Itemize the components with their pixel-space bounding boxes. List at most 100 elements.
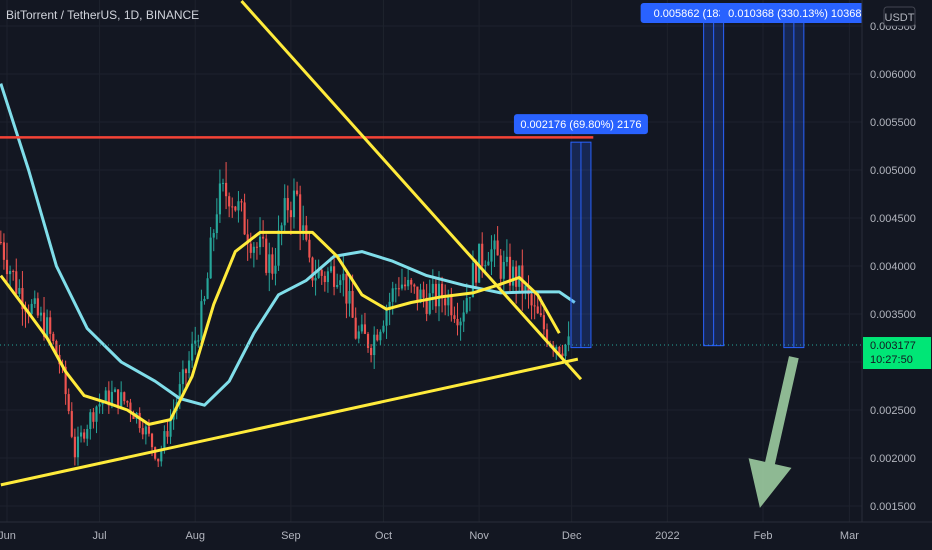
candle-body[interactable] bbox=[234, 206, 237, 211]
candle-body[interactable] bbox=[366, 333, 370, 348]
candle-body[interactable] bbox=[499, 255, 502, 279]
candle-body[interactable] bbox=[292, 190, 296, 218]
candle-body[interactable] bbox=[252, 246, 255, 253]
candle-body[interactable] bbox=[370, 347, 373, 356]
candle-body[interactable] bbox=[441, 283, 444, 299]
candle-body[interactable] bbox=[502, 261, 505, 279]
candle-body[interactable] bbox=[101, 402, 104, 405]
candle-body[interactable] bbox=[70, 411, 73, 437]
candle-body[interactable] bbox=[73, 436, 76, 458]
candle-body[interactable] bbox=[120, 392, 123, 408]
candle-body[interactable] bbox=[64, 366, 67, 395]
candle-body[interactable] bbox=[465, 298, 468, 313]
candle-body[interactable] bbox=[86, 429, 89, 439]
candle-body[interactable] bbox=[228, 196, 231, 207]
projections[interactable]: 0.002176 (69.80%) 2176 0.005862 (183. 0.01… bbox=[513, 3, 870, 349]
candle-body[interactable] bbox=[0, 242, 2, 243]
candle-body[interactable] bbox=[363, 324, 367, 334]
candle-body[interactable] bbox=[240, 201, 243, 203]
candle-body[interactable] bbox=[295, 190, 299, 195]
candle-body[interactable] bbox=[289, 210, 292, 218]
candle-body[interactable] bbox=[561, 353, 564, 357]
candle-body[interactable] bbox=[567, 336, 570, 346]
candle-body[interactable] bbox=[237, 201, 240, 211]
candle-body[interactable] bbox=[462, 312, 465, 322]
candle-body[interactable] bbox=[203, 298, 206, 302]
candle-body[interactable] bbox=[419, 289, 422, 303]
candle-body[interactable] bbox=[410, 279, 413, 285]
candle-body[interactable] bbox=[39, 312, 43, 316]
candle-body[interactable] bbox=[456, 318, 459, 326]
candle-body[interactable] bbox=[345, 273, 348, 304]
candle-body[interactable] bbox=[138, 412, 141, 429]
candle-body[interactable] bbox=[487, 261, 490, 266]
candle-body[interactable] bbox=[33, 298, 36, 304]
candle-body[interactable] bbox=[92, 412, 95, 422]
candle-body[interactable] bbox=[453, 315, 456, 319]
candle-body[interactable] bbox=[21, 288, 24, 310]
candle-body[interactable] bbox=[163, 431, 166, 450]
candle-body[interactable] bbox=[107, 390, 110, 406]
candle-body[interactable] bbox=[379, 331, 382, 341]
candle-body[interactable] bbox=[221, 182, 225, 184]
candle-body[interactable] bbox=[400, 284, 404, 289]
candle-body[interactable] bbox=[157, 458, 160, 462]
candle-body[interactable] bbox=[515, 266, 518, 287]
candle-body[interactable] bbox=[413, 284, 416, 287]
candle-body[interactable] bbox=[141, 428, 144, 435]
candle-body[interactable] bbox=[104, 390, 107, 403]
candle-body[interactable] bbox=[187, 360, 191, 374]
candle-body[interactable] bbox=[98, 404, 101, 407]
candle-body[interactable] bbox=[496, 240, 499, 256]
candle-body[interactable] bbox=[117, 389, 120, 408]
candle-body[interactable] bbox=[110, 391, 113, 406]
candle-body[interactable] bbox=[484, 265, 487, 267]
candle-body[interactable] bbox=[555, 346, 558, 350]
candle-body[interactable] bbox=[434, 283, 437, 307]
candle-body[interactable] bbox=[450, 295, 453, 316]
candle-body[interactable] bbox=[215, 214, 218, 234]
candle-body[interactable] bbox=[348, 291, 351, 304]
candle-body[interactable] bbox=[354, 317, 357, 339]
candle-body[interactable] bbox=[178, 384, 181, 403]
candle-body[interactable] bbox=[422, 289, 425, 298]
candle-body[interactable] bbox=[277, 230, 280, 266]
candle-body[interactable] bbox=[225, 182, 228, 197]
candle-body[interactable] bbox=[265, 238, 268, 273]
candle-body[interactable] bbox=[184, 369, 188, 374]
candle-body[interactable] bbox=[46, 317, 49, 337]
candle-body[interactable] bbox=[333, 266, 336, 287]
candle-body[interactable] bbox=[533, 305, 536, 307]
candle-body[interactable] bbox=[403, 284, 407, 287]
candle-body[interactable] bbox=[385, 309, 388, 326]
candle-body[interactable] bbox=[218, 183, 221, 215]
price-axis-panel[interactable] bbox=[862, 0, 932, 550]
candle-body[interactable] bbox=[323, 275, 326, 283]
candle-body[interactable] bbox=[468, 297, 471, 299]
candle-body[interactable] bbox=[126, 401, 129, 403]
candle-body[interactable] bbox=[478, 243, 481, 283]
candle-body[interactable] bbox=[360, 324, 363, 332]
currency-button[interactable]: USDT bbox=[883, 6, 916, 27]
candle-body[interactable] bbox=[249, 243, 252, 253]
candle-body[interactable] bbox=[508, 256, 512, 286]
candle-body[interactable] bbox=[206, 278, 209, 299]
candle-body[interactable] bbox=[286, 198, 289, 211]
candle-body[interactable] bbox=[166, 431, 169, 437]
candle-body[interactable] bbox=[493, 240, 496, 250]
candle-body[interactable] bbox=[18, 288, 21, 294]
candle-body[interactable] bbox=[407, 279, 410, 287]
candle-body[interactable] bbox=[5, 259, 9, 275]
candle-body[interactable] bbox=[329, 266, 333, 272]
candle-body[interactable] bbox=[416, 286, 419, 303]
candle-body[interactable] bbox=[527, 285, 530, 295]
candle-body[interactable] bbox=[471, 263, 475, 298]
candle-body[interactable] bbox=[314, 277, 317, 281]
candle-body[interactable] bbox=[326, 271, 329, 283]
candle-body[interactable] bbox=[447, 295, 450, 306]
candle-body[interactable] bbox=[545, 329, 549, 344]
candle-body[interactable] bbox=[83, 432, 86, 439]
candle-body[interactable] bbox=[246, 234, 249, 244]
candle-body[interactable] bbox=[52, 333, 55, 342]
candle-body[interactable] bbox=[283, 198, 286, 226]
